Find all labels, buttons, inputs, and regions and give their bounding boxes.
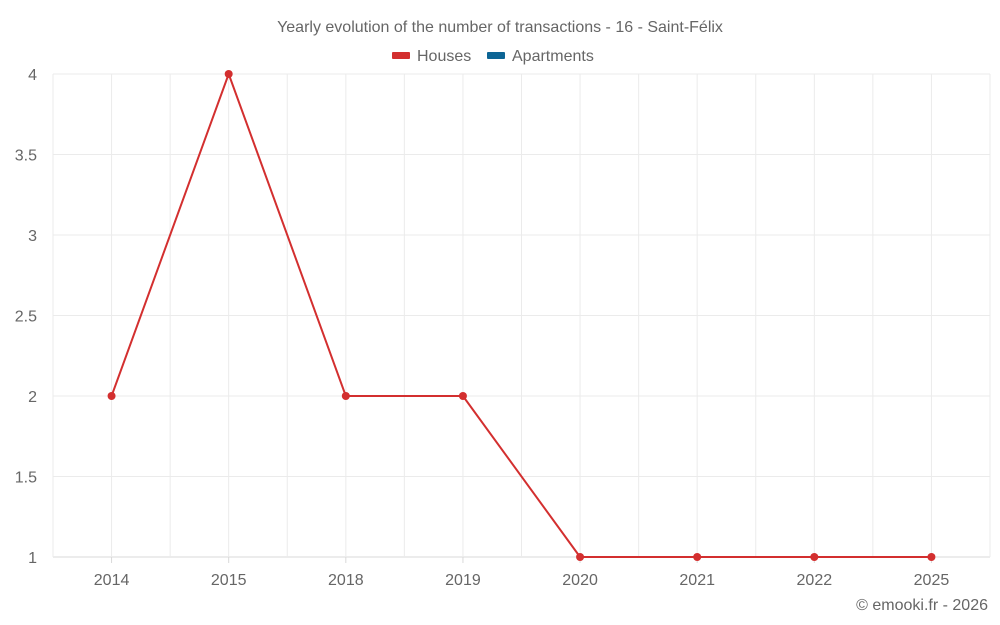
y-tick-label: 2 <box>28 389 37 406</box>
grid-layer <box>52 73 991 558</box>
legend-swatch-houses[interactable] <box>392 52 410 59</box>
data-point[interactable] <box>810 553 819 561</box>
series-line-houses[interactable] <box>110 73 932 558</box>
data-point[interactable] <box>458 392 467 400</box>
x-tick-label: 2019 <box>445 572 481 589</box>
y-tick-label: 1 <box>28 550 37 567</box>
series-layer <box>107 70 936 561</box>
data-point[interactable] <box>693 553 702 561</box>
x-tick-label: 2015 <box>211 572 247 589</box>
y-tick-label: 1.5 <box>15 470 37 487</box>
data-point[interactable] <box>224 70 233 78</box>
y-tick-label: 4 <box>28 67 37 84</box>
x-tick-label: 2021 <box>679 572 715 589</box>
x-axis-ticks: 2014 2015 2018 2019 2020 2021 2022 2025 <box>94 557 950 589</box>
data-point[interactable] <box>927 553 936 561</box>
legend-label-apartments[interactable]: Apartments <box>512 48 594 65</box>
data-point[interactable] <box>107 392 116 400</box>
x-tick-label: 2020 <box>562 572 598 589</box>
data-point[interactable] <box>576 553 585 561</box>
y-tick-label: 3 <box>28 228 37 245</box>
x-tick-label: 2018 <box>328 572 364 589</box>
y-tick-label: 2.5 <box>15 309 37 326</box>
x-tick-label: 2014 <box>94 572 130 589</box>
y-axis-ticks: 1 1.5 2 2.5 3 3.5 4 <box>15 67 37 567</box>
data-point[interactable] <box>341 392 350 400</box>
x-tick-label: 2025 <box>914 572 950 589</box>
y-tick-label: 3.5 <box>15 148 37 165</box>
legend: Houses Apartments <box>392 48 594 65</box>
chart-title: Yearly evolution of the number of transa… <box>277 19 723 36</box>
legend-swatch-apartments[interactable] <box>487 52 505 59</box>
x-tick-label: 2022 <box>797 572 833 589</box>
credit-text[interactable]: © emooki.fr - 2026 <box>856 597 988 614</box>
legend-label-houses[interactable]: Houses <box>417 48 471 65</box>
